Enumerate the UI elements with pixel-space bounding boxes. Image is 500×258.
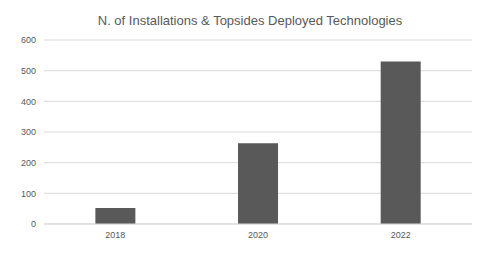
svg-text:2018: 2018 xyxy=(105,230,125,240)
svg-text:0: 0 xyxy=(31,219,36,229)
svg-text:2022: 2022 xyxy=(391,230,411,240)
html-text:N. of Installations & Topsides: N. of Installations & Topsides Deployed … xyxy=(97,13,403,28)
svg-text:100: 100 xyxy=(21,189,36,199)
svg-text:500: 500 xyxy=(21,66,36,76)
svg-text:600: 600 xyxy=(21,35,36,45)
svg-text:300: 300 xyxy=(21,127,36,137)
svg-text:400: 400 xyxy=(21,97,36,107)
svg-text:2020: 2020 xyxy=(248,230,268,240)
svg-text:200: 200 xyxy=(21,158,36,168)
